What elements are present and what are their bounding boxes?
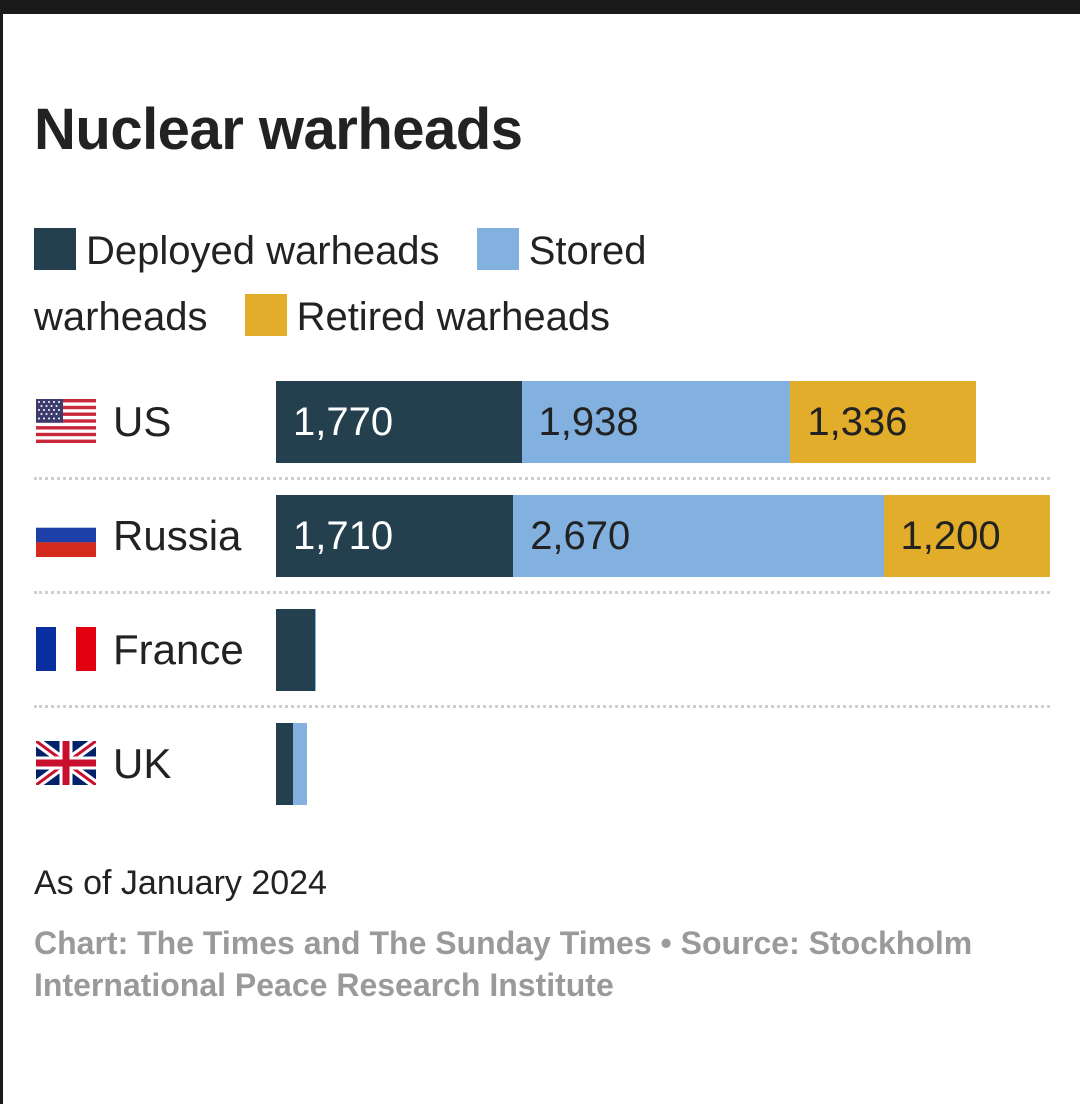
data-label-deployed: 1,710 (293, 514, 394, 558)
chart-source: Chart: The Times and The Sunday Times • … (34, 925, 973, 1003)
us-flag-icon (36, 399, 96, 443)
legend-label-deployed: Deployed warheads (86, 229, 440, 273)
bar-france (276, 609, 1050, 691)
bar-segment-retired (790, 381, 976, 463)
country-label-us: US (113, 398, 172, 445)
data-label-retired: 1,336 (807, 400, 908, 444)
chart-note: As of January 2024 (34, 864, 327, 902)
legend-label-retired: Retired warheads (296, 295, 611, 339)
chart-legend: Deployed warheads Stored warheads Retire… (34, 218, 734, 350)
bar-us: 1,770 1,938 1,336 (276, 381, 1050, 463)
bar-segment-deployed (276, 609, 315, 691)
data-label-deployed: 1,770 (293, 400, 394, 444)
bar-segment-stored (521, 381, 791, 463)
legend-swatch-retired (244, 294, 287, 336)
country-label-france: France (113, 626, 244, 673)
bar-segment-deployed (276, 381, 522, 463)
legend-item-retired: Retired warheads (244, 294, 611, 339)
row-divider (34, 705, 1050, 708)
country-label-russia: Russia (113, 512, 242, 559)
france-flag-icon (36, 627, 96, 671)
row-divider (34, 591, 1050, 594)
left-frame-bar (0, 14, 3, 1104)
data-label-stored: 1,938 (538, 400, 639, 444)
chart-row-france: France (34, 609, 1050, 691)
bar-segment-stored (292, 723, 308, 805)
top-frame-bar (0, 0, 1080, 14)
bar-segment-deployed (276, 495, 514, 577)
bar-russia: 1,710 2,670 1,200 (276, 495, 1050, 577)
bar-segment-retired (883, 495, 1050, 577)
bar-segment-stored (513, 495, 884, 577)
data-label-retired: 1,200 (900, 514, 1001, 558)
legend-swatch-stored (476, 228, 519, 270)
chart-row-us: US 1,770 1,938 1,336 (34, 381, 1050, 463)
legend-label-stored: Stored warheads (34, 229, 647, 339)
bar-segment-deployed (276, 723, 293, 805)
legend-item-deployed: Deployed warheads (34, 228, 440, 273)
bar-uk (276, 723, 1050, 805)
bar-segment-stored (314, 609, 317, 691)
chart-title: Nuclear warheads (34, 97, 523, 162)
russia-flag-icon (36, 513, 96, 557)
chart-row-russia: Russia 1,710 2,670 1,200 (34, 495, 1050, 577)
country-label-uk: UK (113, 740, 172, 787)
legend-item-stored: Stored warheads (34, 228, 647, 339)
data-label-stored: 2,670 (530, 514, 631, 558)
uk-flag-icon (36, 741, 96, 785)
legend-swatch-deployed (34, 228, 76, 270)
row-divider (34, 477, 1050, 480)
chart-row-uk: UK (34, 723, 1050, 805)
